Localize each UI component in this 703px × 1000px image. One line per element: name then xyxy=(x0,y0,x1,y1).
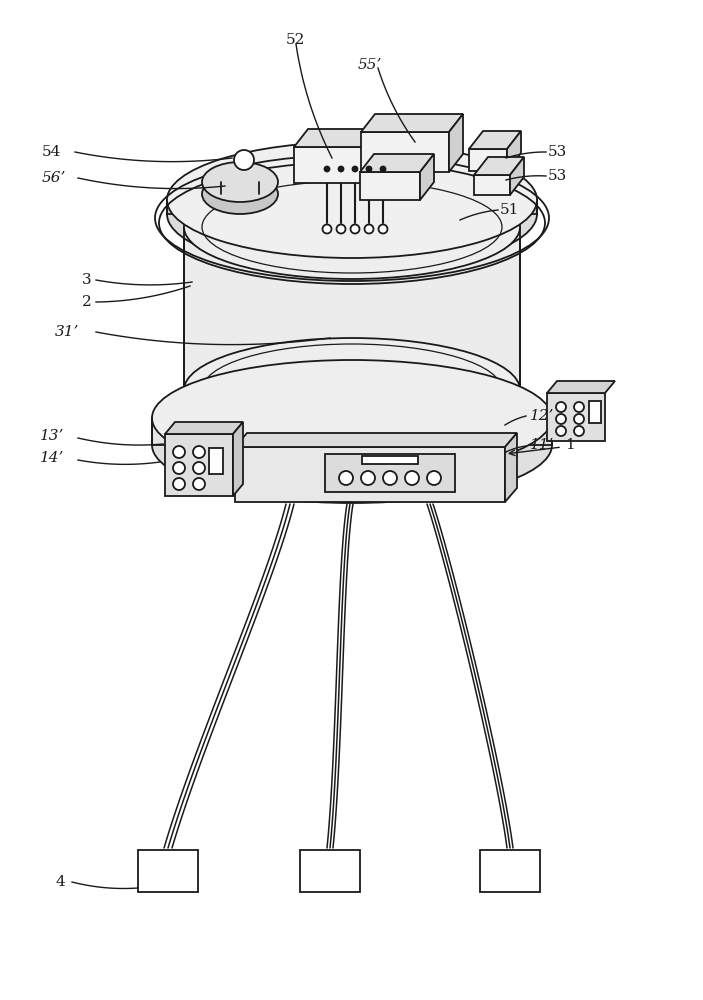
Polygon shape xyxy=(366,129,380,183)
Ellipse shape xyxy=(184,338,520,442)
Bar xyxy=(480,850,540,892)
Circle shape xyxy=(574,402,584,412)
Circle shape xyxy=(323,225,332,233)
Text: 1: 1 xyxy=(565,438,575,452)
Polygon shape xyxy=(420,154,434,200)
Circle shape xyxy=(173,462,185,474)
Circle shape xyxy=(383,471,397,485)
Polygon shape xyxy=(469,131,521,149)
Circle shape xyxy=(556,402,566,412)
Circle shape xyxy=(351,225,359,233)
Polygon shape xyxy=(184,390,520,418)
Circle shape xyxy=(193,462,205,474)
Bar xyxy=(589,401,601,423)
Text: 12’: 12’ xyxy=(530,409,555,423)
Polygon shape xyxy=(474,175,510,195)
Circle shape xyxy=(556,414,566,424)
Circle shape xyxy=(193,478,205,490)
Polygon shape xyxy=(294,147,366,183)
Polygon shape xyxy=(360,172,420,200)
Ellipse shape xyxy=(202,162,278,202)
Circle shape xyxy=(339,166,344,172)
Text: 3: 3 xyxy=(82,273,91,287)
Polygon shape xyxy=(233,422,243,496)
Text: 51: 51 xyxy=(500,203,520,217)
Circle shape xyxy=(193,446,205,458)
Circle shape xyxy=(405,471,419,485)
Text: 52: 52 xyxy=(286,33,305,47)
Circle shape xyxy=(574,426,584,436)
Polygon shape xyxy=(361,132,449,172)
Circle shape xyxy=(234,150,254,170)
Circle shape xyxy=(366,166,371,172)
Text: 4: 4 xyxy=(55,875,65,889)
Polygon shape xyxy=(505,433,517,502)
Ellipse shape xyxy=(167,156,537,272)
Circle shape xyxy=(361,471,375,485)
Ellipse shape xyxy=(184,338,520,442)
Text: 53: 53 xyxy=(548,169,567,183)
Bar xyxy=(209,448,223,474)
Circle shape xyxy=(574,414,584,424)
Polygon shape xyxy=(510,157,524,195)
Polygon shape xyxy=(360,154,434,172)
Ellipse shape xyxy=(167,142,537,258)
Polygon shape xyxy=(507,131,521,171)
Circle shape xyxy=(173,478,185,490)
Polygon shape xyxy=(294,129,380,147)
Text: 14’: 14’ xyxy=(40,451,65,465)
Circle shape xyxy=(364,225,373,233)
Bar xyxy=(362,456,418,464)
Text: 53: 53 xyxy=(548,145,567,159)
Ellipse shape xyxy=(184,175,520,279)
Circle shape xyxy=(325,166,330,172)
Text: 31’: 31’ xyxy=(55,325,79,339)
Bar xyxy=(138,850,198,892)
Polygon shape xyxy=(474,157,524,175)
Bar xyxy=(300,850,360,892)
Text: 11’: 11’ xyxy=(530,438,555,452)
Polygon shape xyxy=(167,200,537,214)
Ellipse shape xyxy=(202,174,278,214)
Polygon shape xyxy=(165,434,233,496)
Text: 54: 54 xyxy=(42,145,61,159)
Polygon shape xyxy=(361,114,463,132)
Ellipse shape xyxy=(152,360,552,476)
Text: 13’: 13’ xyxy=(40,429,65,443)
Text: 56’: 56’ xyxy=(42,171,66,185)
Polygon shape xyxy=(152,418,552,445)
Polygon shape xyxy=(547,381,615,393)
Polygon shape xyxy=(184,227,520,390)
Polygon shape xyxy=(469,149,507,171)
Circle shape xyxy=(339,471,353,485)
Circle shape xyxy=(556,426,566,436)
Circle shape xyxy=(378,225,387,233)
Bar xyxy=(325,454,455,492)
Circle shape xyxy=(337,225,345,233)
Circle shape xyxy=(380,166,385,172)
Polygon shape xyxy=(449,114,463,172)
Circle shape xyxy=(173,446,185,458)
Circle shape xyxy=(352,166,358,172)
Text: 55’: 55’ xyxy=(358,58,382,72)
Polygon shape xyxy=(165,422,243,434)
Text: 2: 2 xyxy=(82,295,92,309)
Ellipse shape xyxy=(152,387,552,503)
Polygon shape xyxy=(235,447,505,502)
Circle shape xyxy=(427,471,441,485)
Polygon shape xyxy=(235,433,517,447)
Polygon shape xyxy=(547,393,605,441)
